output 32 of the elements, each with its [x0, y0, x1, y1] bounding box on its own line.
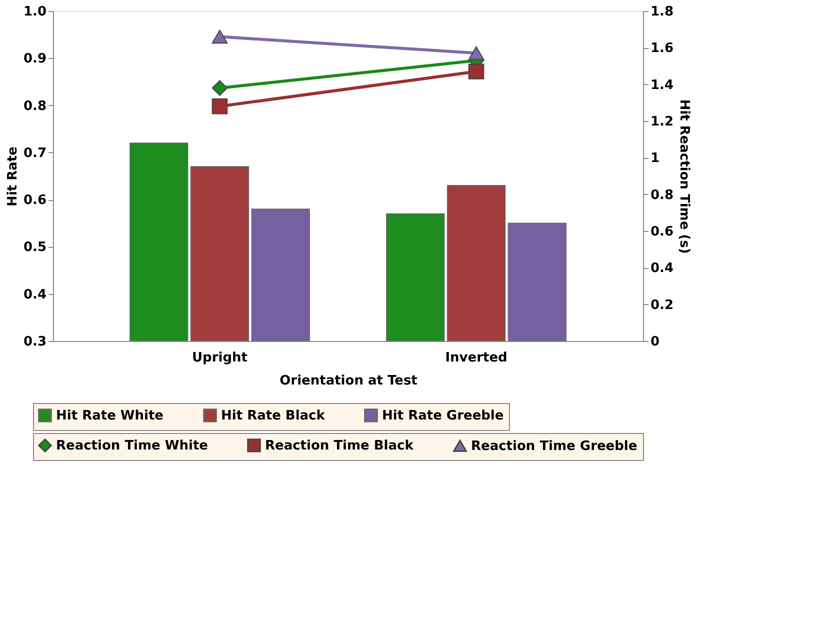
y-tick-label: 0.9 [23, 52, 46, 67]
point [212, 80, 228, 96]
y2-tick-label: 1.8 [650, 4, 674, 20]
legend-label: Reaction Time Black [265, 438, 414, 454]
y2-tick-label: 0.2 [650, 298, 674, 313]
y2-axis-title: Hit Reaction Time (s) [676, 99, 692, 254]
y-tick-label: 0.8 [23, 98, 46, 114]
y2-tick-label: 1 [650, 151, 660, 166]
y2-tick-label: 1.6 [650, 41, 674, 56]
y-tick-label: 0.3 [23, 334, 46, 350]
y2-tick-label: 0.4 [650, 261, 674, 276]
legend-label: Hit Rate Greeble [382, 408, 504, 424]
y-axis-title: Hit Rate [5, 146, 20, 206]
y2-tick-label: 1.2 [650, 114, 674, 130]
legend-label: Reaction Time White [56, 438, 208, 454]
legend-label: Hit Rate White [56, 408, 164, 424]
legend-label: Hit Rate Black [221, 408, 326, 424]
y-tick-label: 0.7 [23, 146, 46, 161]
x-axis-title: Orientation at Test [280, 374, 418, 388]
point [212, 98, 228, 114]
point [468, 64, 484, 80]
y-tick-label: 1.0 [23, 4, 46, 20]
y-tick-label: 0.4 [23, 287, 46, 302]
y2-tick-label: 0 [650, 334, 660, 350]
y-tick-label: 0.5 [23, 240, 46, 256]
x-tick-label: Upright [192, 350, 248, 366]
y-tick-label: 0.6 [23, 193, 46, 208]
y2-tick-label: 0.8 [650, 188, 674, 203]
x-tick-label: Inverted [445, 350, 508, 366]
legend-label: Reaction Time Greeble [471, 438, 638, 454]
y2-tick-label: 1.4 [650, 78, 674, 93]
y2-tick-label: 0.6 [650, 224, 674, 240]
